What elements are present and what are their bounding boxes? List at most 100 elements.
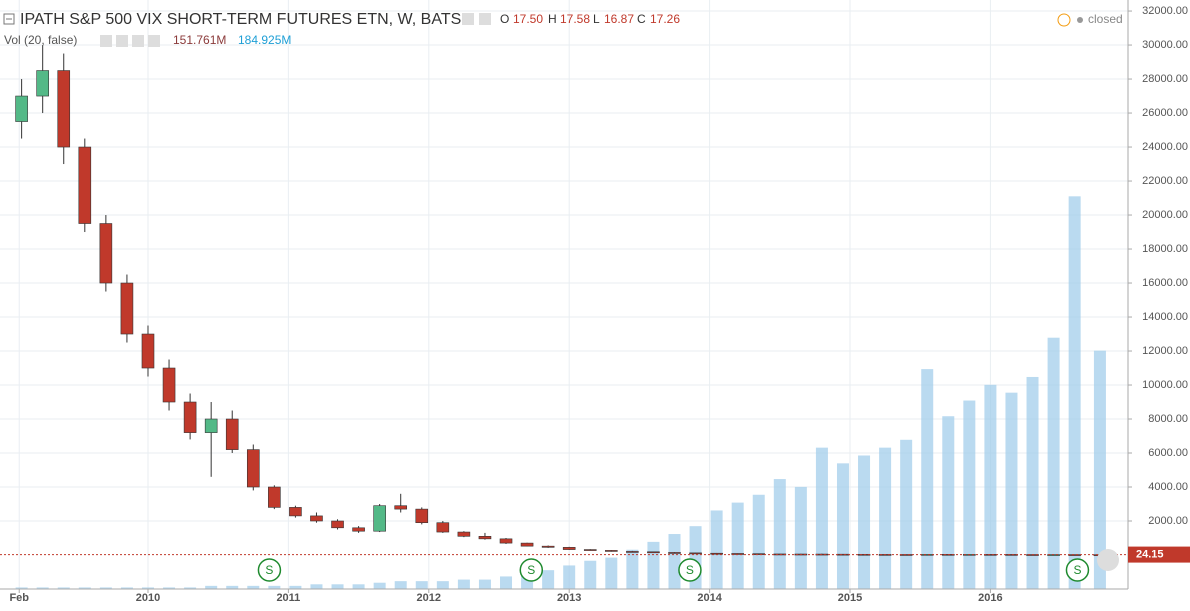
y-tick-label: 14000.00 xyxy=(1142,311,1188,323)
volume-bar xyxy=(794,486,807,589)
open-label: O xyxy=(500,12,509,26)
scroll-button[interactable] xyxy=(1097,549,1119,571)
x-tick-label: 2012 xyxy=(417,592,441,604)
settings-icon[interactable] xyxy=(100,35,112,47)
candle-body xyxy=(647,551,660,554)
candle-body xyxy=(373,505,386,532)
volume-bar xyxy=(436,581,449,589)
candle-body xyxy=(689,552,702,555)
x-tick-label: 2015 xyxy=(838,592,862,604)
chart-title: IPATH S&P 500 VIX SHORT-TERM FUTURES ETN… xyxy=(20,11,461,28)
close-value: 17.26 xyxy=(650,12,680,26)
volume-bar xyxy=(731,502,744,589)
y-tick-label: 16000.00 xyxy=(1142,277,1188,289)
volume-bar xyxy=(226,585,239,589)
y-tick-label: 18000.00 xyxy=(1142,243,1188,255)
volume-bar xyxy=(247,585,260,589)
volume-bar xyxy=(1026,376,1039,589)
volume-bar xyxy=(605,557,618,589)
candle-body xyxy=(562,547,576,550)
x-tick-label: 2016 xyxy=(978,592,1002,604)
volume-bar xyxy=(963,400,976,589)
candle-body xyxy=(394,505,408,510)
candle-body xyxy=(541,545,555,548)
volume-bar xyxy=(584,560,597,589)
settings-icon[interactable] xyxy=(479,13,491,25)
low-value: 16.87 xyxy=(604,12,634,26)
volume-bar xyxy=(647,541,660,589)
settings-icon[interactable] xyxy=(462,13,474,25)
volume-bar xyxy=(752,494,765,589)
settings-icon[interactable] xyxy=(132,35,144,47)
candle-body xyxy=(183,401,197,433)
warning-icon[interactable] xyxy=(1057,13,1071,27)
candle-body xyxy=(36,70,49,97)
y-tick-label: 28000.00 xyxy=(1142,73,1188,85)
volume-bar xyxy=(352,584,365,589)
y-tick-label: 22000.00 xyxy=(1142,175,1188,187)
volume-bar xyxy=(120,587,133,589)
collapse-icon[interactable] xyxy=(3,13,15,25)
volume-bar xyxy=(310,584,323,589)
volume-bar xyxy=(542,570,555,589)
candle-body xyxy=(310,515,323,522)
candle-body xyxy=(162,367,176,403)
split-marker xyxy=(257,558,282,582)
candle-body xyxy=(268,486,281,508)
volume-bar xyxy=(815,447,828,589)
volume-bar xyxy=(858,455,871,589)
volume-bar xyxy=(99,587,112,589)
status-dot xyxy=(1077,17,1083,23)
close-label: C xyxy=(637,12,646,26)
volume-bar xyxy=(205,585,218,589)
candle-body xyxy=(415,508,429,524)
volume-bar xyxy=(773,479,786,589)
candle-body xyxy=(626,551,639,553)
split-marker xyxy=(519,558,544,582)
x-tick-label: 2014 xyxy=(697,592,722,604)
settings-icon[interactable] xyxy=(116,35,128,47)
split-label: S xyxy=(686,563,694,577)
volume-bar xyxy=(15,587,28,589)
volume-bar xyxy=(36,587,49,589)
candle-body xyxy=(583,549,597,551)
candle-body xyxy=(331,520,344,529)
volume-value: 151.761M xyxy=(173,33,226,47)
split-label: S xyxy=(265,563,273,577)
candle-body xyxy=(1005,554,1018,556)
volume-bar xyxy=(668,534,681,589)
last-price-box xyxy=(1128,546,1190,563)
x-tick-label: 2011 xyxy=(276,592,300,604)
volume-bar xyxy=(900,439,913,589)
candle-body xyxy=(15,95,28,122)
candle-body xyxy=(457,531,471,537)
volume-ma-value: 184.925M xyxy=(238,33,291,47)
candle-body xyxy=(984,554,997,556)
volume-bar xyxy=(289,585,302,589)
volume-bar xyxy=(457,579,470,589)
y-tick-label: 8000.00 xyxy=(1148,413,1188,425)
candle-body xyxy=(289,507,302,517)
y-tick-label: 32000.00 xyxy=(1142,5,1188,17)
split-marker xyxy=(1065,558,1090,582)
grid xyxy=(0,0,1128,589)
volume-bar xyxy=(184,587,197,589)
low-label: L xyxy=(593,12,600,26)
split-label: S xyxy=(527,563,535,577)
volume-bar xyxy=(879,447,892,589)
market-status: closed xyxy=(1088,12,1123,26)
volume-bar xyxy=(163,587,176,589)
volume-bar xyxy=(1047,337,1060,589)
candle-body xyxy=(773,553,787,556)
volume-label: Vol (20, false) xyxy=(4,33,77,47)
y-tick-label: 12000.00 xyxy=(1142,345,1188,357)
candle-body xyxy=(352,527,365,532)
y-tick-label: 20000.00 xyxy=(1142,209,1188,221)
candle-body xyxy=(78,146,92,224)
volume-bar xyxy=(626,549,639,589)
settings-icon[interactable] xyxy=(148,35,160,47)
volume-bar xyxy=(942,416,955,589)
candle-body xyxy=(920,554,934,556)
